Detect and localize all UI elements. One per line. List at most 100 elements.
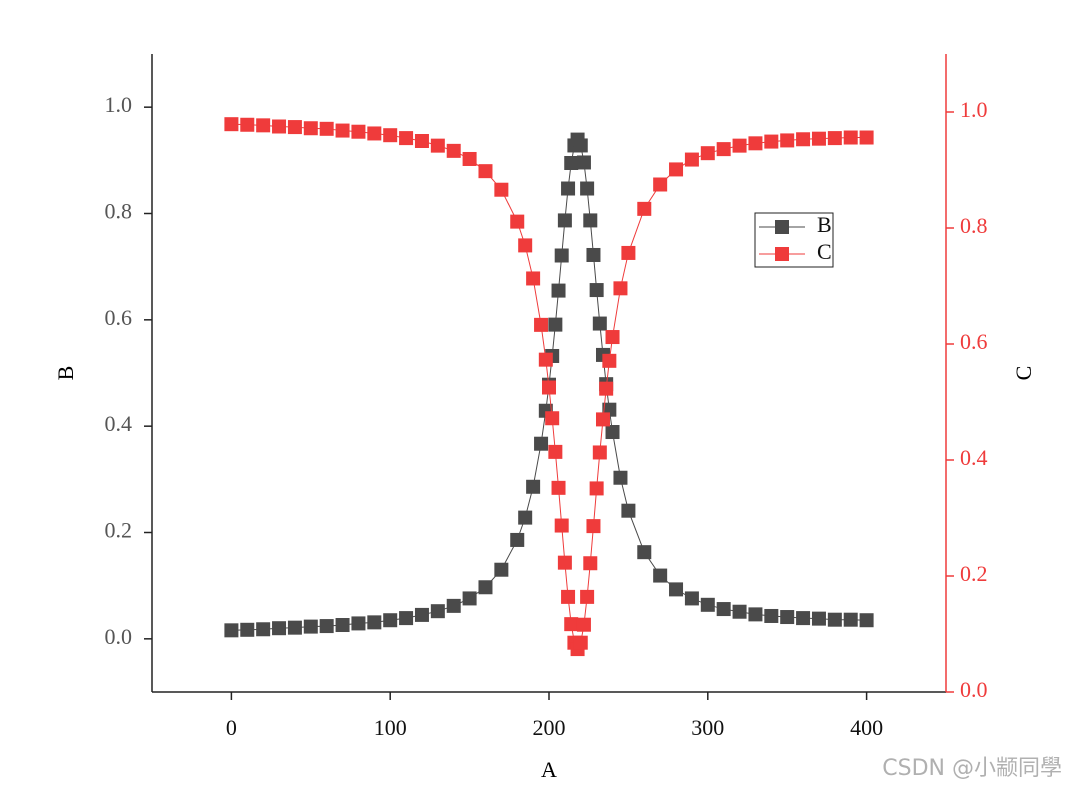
marker (518, 510, 533, 525)
y-tick-label: 0.8 (105, 199, 133, 224)
marker (780, 133, 795, 148)
y2-tick-label: 0.2 (960, 561, 988, 586)
marker (224, 117, 239, 132)
x-tick-label: 300 (691, 715, 724, 740)
marker (576, 617, 591, 632)
y-axis-title: B (53, 366, 78, 381)
marker (811, 131, 826, 146)
y2-tick-label: 1.0 (960, 97, 988, 122)
marker (589, 481, 604, 496)
y2-tick-label: 0.4 (960, 445, 988, 470)
marker (796, 132, 811, 147)
marker (564, 155, 579, 170)
y2-axis-title: C (1011, 366, 1036, 381)
marker (256, 118, 271, 133)
y-tick-label: 0.6 (105, 305, 133, 330)
marker (605, 425, 620, 440)
marker (319, 121, 334, 136)
marker (843, 612, 858, 627)
marker (859, 613, 874, 628)
marker (827, 612, 842, 627)
marker (613, 281, 628, 296)
y-tick-label: 0.4 (105, 411, 133, 436)
marker (592, 445, 607, 460)
marker (538, 352, 553, 367)
marker (561, 181, 576, 196)
marker (494, 182, 509, 197)
watermark: CSDN @小颛同學 (882, 756, 1062, 781)
marker (599, 381, 614, 396)
marker (669, 162, 684, 177)
marker (621, 245, 636, 260)
marker (462, 591, 477, 606)
marker (287, 620, 302, 635)
marker (272, 621, 287, 636)
marker (595, 412, 610, 427)
x-tick-label: 0 (226, 715, 237, 740)
marker (580, 181, 595, 196)
legend-marker (775, 220, 789, 234)
marker (811, 611, 826, 626)
marker (716, 142, 731, 157)
marker (827, 131, 842, 146)
marker (478, 580, 493, 595)
marker (586, 247, 601, 262)
marker (414, 134, 429, 148)
marker (732, 138, 747, 153)
marker (557, 213, 572, 228)
marker (303, 121, 318, 136)
marker (548, 317, 563, 332)
marker (554, 518, 569, 533)
marker (764, 134, 779, 149)
marker (561, 589, 576, 604)
marker (684, 591, 699, 606)
marker (383, 613, 398, 628)
marker (462, 151, 477, 166)
y2-tick-label: 0.8 (960, 213, 988, 238)
marker (748, 136, 763, 151)
marker (669, 582, 684, 597)
marker (700, 146, 715, 161)
marker (367, 126, 382, 141)
marker (224, 623, 239, 638)
marker (414, 607, 429, 622)
marker (240, 622, 255, 637)
marker (573, 635, 588, 650)
marker (367, 615, 382, 630)
legend-box (754, 212, 834, 268)
marker (526, 271, 541, 286)
marker (510, 214, 525, 229)
x-tick-label: 200 (533, 715, 566, 740)
marker (240, 117, 255, 132)
marker (383, 128, 398, 143)
marker (557, 555, 572, 570)
marker (637, 545, 652, 560)
marker (583, 213, 598, 228)
marker (430, 604, 445, 619)
marker (446, 143, 461, 158)
marker (351, 124, 366, 139)
marker (564, 617, 579, 632)
marker (478, 164, 493, 179)
marker (796, 611, 811, 626)
marker (399, 131, 414, 146)
marker (602, 353, 617, 368)
legend-label: C (817, 239, 832, 264)
marker (554, 248, 569, 263)
marker (303, 619, 318, 634)
marker (351, 616, 366, 631)
marker (335, 123, 350, 138)
marker (859, 130, 874, 145)
marker (589, 283, 604, 298)
marker (613, 470, 628, 485)
marker (287, 120, 302, 135)
marker (534, 317, 549, 332)
marker (446, 598, 461, 613)
x-tick-label: 100 (374, 715, 407, 740)
marker (700, 597, 715, 612)
marker (586, 519, 601, 534)
marker (510, 532, 525, 547)
